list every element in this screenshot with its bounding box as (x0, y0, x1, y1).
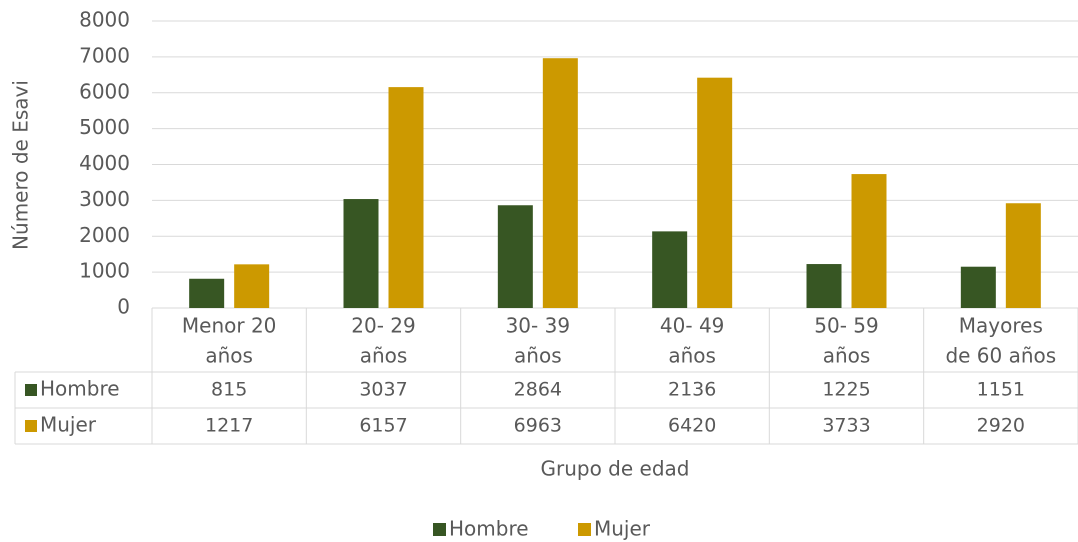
x-tick-label: 30- 39 (506, 314, 570, 338)
table-legend-key (25, 384, 37, 396)
x-tick-label: Mayores (959, 314, 1043, 338)
table-value: 6963 (514, 415, 562, 437)
table-legend-key (25, 420, 37, 432)
x-tick-label: años (668, 344, 716, 368)
legend-key (578, 523, 591, 536)
table-value: 6157 (359, 415, 407, 437)
bar (1005, 203, 1041, 308)
bar (234, 264, 270, 308)
x-axis-title: Grupo de edad (541, 457, 690, 481)
table-value: 3733 (822, 415, 870, 437)
bar (960, 266, 996, 308)
bar (542, 58, 578, 308)
bar (851, 174, 887, 308)
table-value: 1225 (822, 379, 870, 401)
x-tick-label: años (823, 344, 871, 368)
x-tick-label: 40- 49 (660, 314, 724, 338)
legend-label: Mujer (594, 517, 651, 541)
y-tick-label: 4000 (79, 151, 130, 175)
x-tick-label: Menor 20 (182, 314, 277, 338)
bar (343, 199, 379, 308)
y-tick-label: 3000 (79, 187, 130, 211)
y-tick-label: 1000 (79, 259, 130, 283)
table-row-label: Mujer (40, 413, 97, 437)
table-value: 6420 (668, 415, 716, 437)
x-tick-label: 50- 59 (814, 314, 878, 338)
bar (806, 264, 842, 308)
y-tick-label: 5000 (79, 115, 130, 139)
legend-label: Hombre (449, 517, 529, 541)
legend-key (433, 523, 446, 536)
y-axis-title: Número de Esavi (9, 80, 33, 250)
table-value: 3037 (359, 379, 407, 401)
y-tick-label: 7000 (79, 43, 130, 67)
x-tick-label: de 60 años (945, 344, 1056, 368)
table-value: 2136 (668, 379, 716, 401)
table-value: 1217 (205, 415, 253, 437)
table-value: 815 (211, 379, 247, 401)
y-tick-label: 0 (117, 295, 130, 319)
table-row-label: Hombre (40, 377, 120, 401)
bar (189, 278, 225, 308)
y-tick-label: 6000 (79, 79, 130, 103)
bar (497, 205, 533, 308)
table-value: 2864 (514, 379, 562, 401)
bar (388, 87, 424, 309)
table-value: 2920 (977, 415, 1025, 437)
bar (697, 77, 733, 309)
table-value: 1151 (977, 379, 1025, 401)
x-tick-label: años (514, 344, 562, 368)
x-tick-label: años (360, 344, 408, 368)
y-tick-label: 8000 (79, 8, 130, 32)
x-tick-label: 20- 29 (351, 314, 415, 338)
bar (652, 231, 688, 308)
y-tick-label: 2000 (79, 223, 130, 247)
x-tick-label: años (205, 344, 253, 368)
